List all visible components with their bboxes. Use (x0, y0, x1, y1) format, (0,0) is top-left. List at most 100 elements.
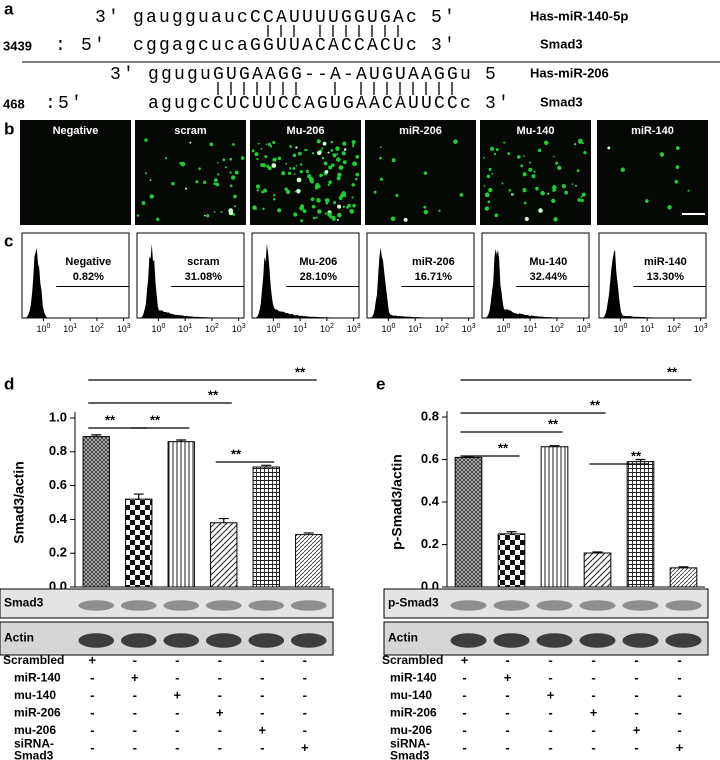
tick-exponent: 2 (677, 323, 681, 330)
treatment-name: miR-140 (14, 671, 61, 685)
blot-band (665, 633, 702, 648)
sequence: gaugguaucCCAUUUUGGUGAc (133, 8, 419, 28)
cell (296, 177, 302, 183)
x-tick-label: 103 (577, 323, 591, 335)
treatment-sign: - (260, 687, 264, 702)
cell (487, 200, 491, 204)
sample-name: scram (187, 256, 220, 268)
cell (488, 187, 493, 193)
treatment-name: miR-206 (390, 706, 437, 720)
treatment-name: Scrambled (382, 653, 443, 667)
treatment-sign: - (175, 670, 179, 685)
cell (164, 157, 168, 160)
x-tick-label: 100 (613, 323, 627, 335)
x-tick-label: 101 (640, 323, 654, 335)
tick-base: 10 (523, 324, 533, 334)
cell (352, 144, 355, 148)
cell (490, 147, 493, 150)
treatment-sign: - (677, 670, 681, 685)
cell (220, 210, 223, 213)
cell (576, 169, 580, 173)
histogram (371, 247, 472, 318)
position: 468 (3, 96, 25, 111)
cell (254, 152, 259, 157)
micrograph (597, 120, 708, 225)
treatment-sign: + (590, 705, 598, 720)
sample-name: miR-206 (412, 256, 455, 268)
bar (167, 441, 195, 588)
tick-base: 10 (117, 324, 127, 334)
treatment-sign: - (175, 740, 179, 755)
bar (125, 498, 153, 588)
tick-base: 10 (293, 324, 303, 334)
blot-label: Smad3 (4, 596, 44, 610)
cell (302, 209, 307, 213)
treatment-sign: - (218, 670, 222, 685)
tick-exponent: 1 (650, 323, 654, 330)
treatment-sign: - (260, 670, 264, 685)
cell (229, 157, 233, 161)
treatment-sign: - (548, 652, 552, 667)
treatment-sign: - (677, 687, 681, 702)
blot-band (120, 633, 157, 648)
blot-band (248, 600, 285, 611)
cell (561, 184, 566, 189)
x-tick-label: 103 (117, 323, 131, 335)
treatment-sign: - (303, 722, 307, 737)
cell (209, 142, 214, 147)
x-tick-label: 103 (347, 323, 361, 335)
cell (296, 188, 301, 194)
blot-band (78, 600, 115, 611)
cell (330, 140, 334, 144)
cell (149, 194, 154, 199)
treatment-name: mu-140 (390, 688, 432, 702)
cell (285, 189, 291, 195)
blot-band (622, 600, 659, 611)
error-bar (261, 464, 272, 468)
tick-base: 10 (381, 324, 391, 334)
blot-label: p-Smad3 (388, 596, 439, 610)
treatment-name: miR-140 (390, 671, 437, 685)
cell (573, 142, 577, 146)
cell (285, 162, 288, 165)
cell (271, 163, 277, 168)
cell (336, 218, 339, 221)
treatment-sign: - (634, 652, 638, 667)
significance: ** (208, 387, 219, 402)
tick-exponent: 0 (623, 323, 627, 330)
blot-band (450, 633, 487, 648)
treatment-sign: - (505, 687, 509, 702)
cell (315, 216, 318, 219)
gate-percent: 32.44% (530, 271, 568, 283)
blot-band (78, 633, 115, 648)
x-tick-label: 103 (694, 323, 708, 335)
bar (669, 567, 698, 588)
cell (265, 143, 267, 146)
end-label: 3' (431, 36, 457, 56)
bar (497, 533, 526, 588)
cell (293, 173, 296, 176)
blot-band (450, 600, 487, 611)
cell (294, 190, 297, 193)
cell (540, 190, 545, 196)
blot-band (120, 600, 157, 611)
y-tick-label: 0.6 (421, 451, 439, 466)
tick-exponent: 1 (418, 323, 422, 330)
cell (510, 193, 514, 196)
cell (335, 146, 340, 151)
cell (373, 190, 377, 194)
treatment-sign: - (634, 740, 638, 755)
x-tick-label: 100 (381, 323, 395, 335)
cell (260, 147, 263, 150)
treatment-sign: - (505, 740, 509, 755)
tick-base: 10 (151, 324, 161, 334)
error-bar (303, 532, 314, 535)
cell (355, 172, 360, 177)
treatment-sign: - (260, 740, 264, 755)
micrograph (480, 120, 591, 225)
cell (323, 161, 328, 166)
error-bar (176, 439, 187, 442)
cell (277, 208, 282, 213)
treatment-sign: - (505, 722, 509, 737)
blot-band (536, 600, 573, 611)
